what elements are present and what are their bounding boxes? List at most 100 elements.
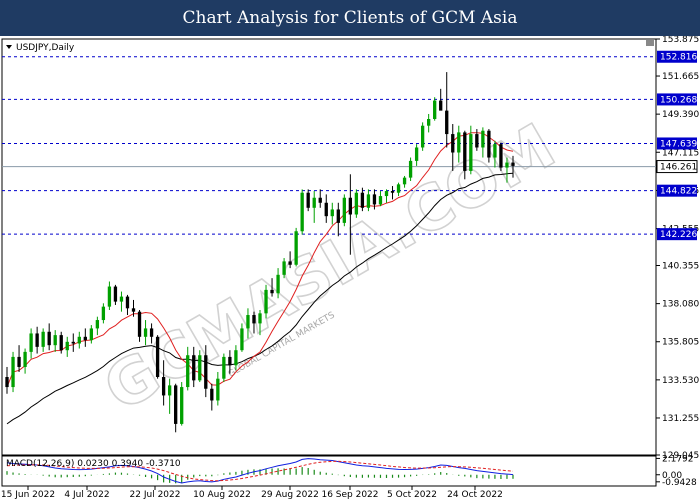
level-badge — [657, 137, 697, 150]
y-tick-label: 129.045 — [662, 451, 699, 461]
macd-signal-line — [6, 460, 514, 482]
level-badge-label: 150.268 — [660, 95, 697, 105]
symbol-label: USDJPY,Daily — [16, 43, 75, 53]
page-title: Chart Analysis for Clients of GCM Asia — [0, 0, 700, 36]
candle-body — [131, 308, 136, 312]
candle-body — [174, 385, 178, 424]
y-tick-label: 147.115 — [662, 148, 699, 158]
macd-y-tick-label: -0.9428 — [662, 478, 697, 488]
x-tick-label: 5 Oct 2022 — [387, 490, 437, 500]
candle-body — [439, 100, 443, 111]
candle-body — [445, 110, 449, 135]
candle-body — [161, 377, 166, 396]
candle-body — [83, 336, 87, 341]
candle-body — [463, 132, 467, 171]
candle-body — [198, 355, 202, 381]
candle-body — [330, 209, 334, 217]
candle-body — [59, 335, 63, 351]
candle-body — [252, 315, 256, 324]
y-tick-label: 138.080 — [662, 300, 699, 310]
candle-body — [270, 289, 274, 294]
candle-body — [29, 333, 33, 352]
candle-body — [186, 355, 190, 388]
y-tick-label: 151.665 — [662, 72, 699, 82]
current-price-badge — [656, 160, 698, 174]
candle-body — [216, 378, 220, 401]
candle-body — [487, 130, 491, 158]
candle-body — [282, 261, 286, 275]
candle-body — [5, 377, 9, 388]
x-tick-label: 29 Aug 2022 — [261, 490, 319, 500]
candle-body — [294, 231, 298, 265]
candle-body — [318, 197, 322, 203]
x-tick-label: 16 Sep 2022 — [321, 490, 378, 500]
candle-body — [53, 335, 57, 346]
candle-body — [324, 202, 328, 217]
y-tick-label: 149.390 — [662, 110, 699, 120]
y-tick-label: 131.255 — [662, 414, 699, 424]
candle-body — [451, 134, 455, 153]
candle-body — [65, 341, 69, 351]
candle-body — [11, 356, 15, 388]
y-tick-label: 133.530 — [662, 376, 699, 386]
x-tick-label: 24 Oct 2022 — [447, 490, 503, 500]
x-tick-label: 22 Jul 2022 — [130, 490, 181, 500]
candle-body — [240, 328, 244, 351]
candle-body — [360, 192, 365, 208]
candle-body — [414, 147, 419, 161]
candle-body — [155, 336, 160, 378]
candle-body — [366, 194, 371, 208]
candle-body — [420, 125, 425, 148]
candle-body — [348, 197, 353, 215]
candle-body — [71, 341, 75, 344]
level-badge — [657, 228, 697, 241]
level-badge — [657, 184, 697, 197]
candle-body — [167, 385, 172, 396]
candle-body — [342, 197, 346, 223]
candle-body — [427, 119, 431, 126]
level-badge — [657, 93, 697, 106]
macd-y-tick-label: 2.1792 — [662, 454, 694, 464]
candle-body — [89, 328, 93, 341]
candle-body — [246, 315, 250, 329]
candle-body — [113, 286, 118, 302]
candle-body — [288, 261, 292, 265]
candle-body — [180, 387, 184, 424]
candle-body — [433, 100, 437, 119]
candle-body — [493, 144, 497, 158]
candle-body — [77, 336, 81, 344]
candle-body — [143, 328, 148, 337]
candle-body — [511, 162, 515, 166]
candle-body — [35, 333, 39, 347]
candle-body — [481, 130, 485, 148]
candle-body — [457, 132, 461, 153]
candle-body — [264, 289, 268, 314]
macd-scroll-icon[interactable] — [646, 40, 654, 46]
x-tick-label: 15 Jun 2022 — [1, 490, 55, 500]
candle-body — [192, 355, 196, 381]
level-badge — [657, 50, 697, 63]
symbol-triangle-icon — [6, 45, 12, 49]
candle-body — [228, 356, 232, 366]
slow-ma-line — [6, 172, 514, 425]
candle-body — [149, 328, 154, 337]
candle-body — [234, 350, 238, 366]
candle-body — [258, 313, 262, 324]
candle-body — [306, 192, 310, 208]
candle-body — [475, 134, 479, 148]
candle-body — [396, 184, 401, 193]
candle-body — [125, 296, 130, 309]
candle-body — [402, 177, 407, 185]
candle-body — [336, 209, 340, 223]
price-panel — [1, 38, 657, 456]
candle-body — [107, 286, 112, 307]
usdjpy-chart: GCMASIA.COM GLOBAL CAPITAL MARKETS 153.8… — [0, 36, 700, 500]
level-badge-label: 147.639 — [660, 139, 697, 149]
x-tick-label: 10 Aug 2022 — [193, 490, 251, 500]
candle-body — [505, 162, 509, 168]
y-tick-label: 140.355 — [662, 262, 699, 272]
level-badge-label: 152.816 — [660, 53, 697, 63]
candle-body — [204, 355, 208, 389]
candle-body — [222, 356, 226, 379]
candle-body — [137, 311, 142, 337]
